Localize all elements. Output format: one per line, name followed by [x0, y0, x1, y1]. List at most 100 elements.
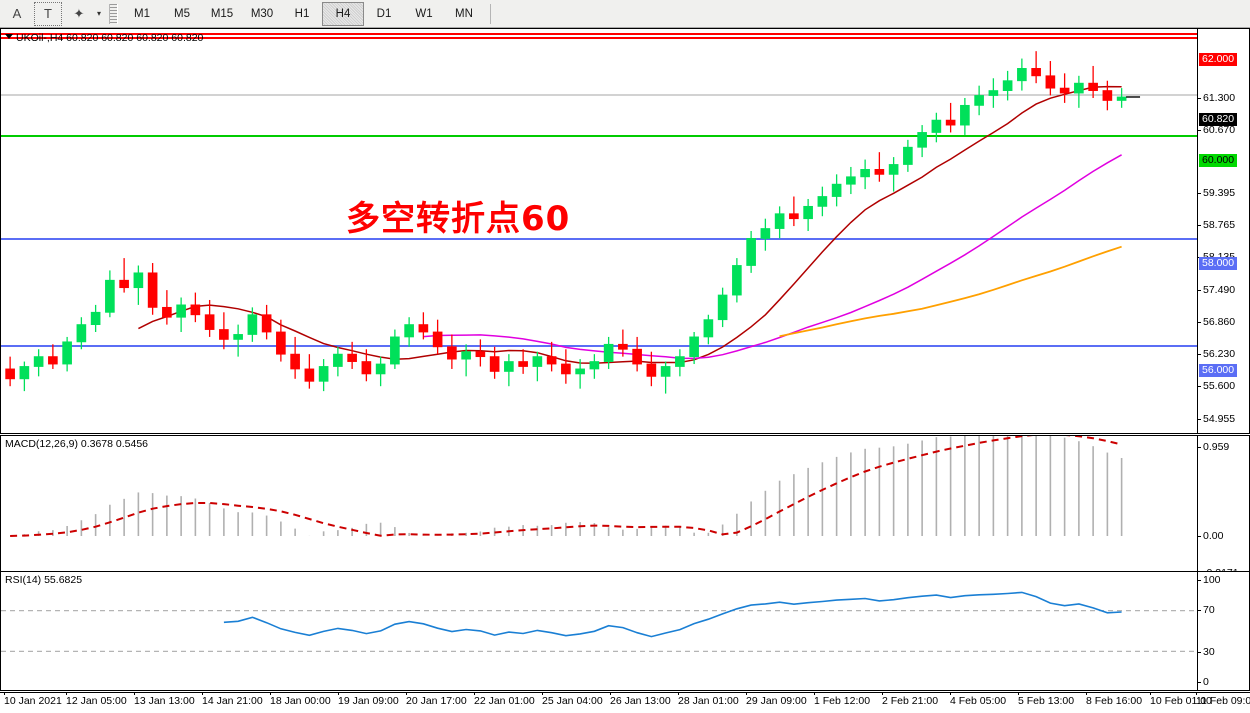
macd-panel[interactable]: MACD(12,26,9) 0.3678 0.5456 0.9590.00-0.… — [0, 435, 1250, 590]
candlestick — [333, 346, 343, 377]
candlestick — [375, 356, 386, 387]
tick-mark — [1198, 447, 1201, 448]
rsi-axis[interactable]: 100 70 30 0 — [1197, 572, 1249, 690]
timeframe-m5[interactable]: M5 — [174, 7, 190, 20]
candlestick — [290, 336, 300, 379]
time-label-text: 22 Jan 01:00 — [474, 695, 535, 707]
timeframe-h4[interactable]: H4 — [322, 1, 364, 26]
candlestick — [233, 324, 243, 357]
chevron-down-icon[interactable]: ▾ — [96, 9, 101, 18]
tick-mark — [1198, 536, 1201, 537]
candlestick — [1059, 73, 1070, 103]
candlestick — [504, 354, 514, 387]
timeframe-h1[interactable]: H1 — [294, 7, 310, 20]
tick-mark — [1018, 692, 1019, 695]
candlestick — [603, 336, 614, 369]
time-axis-label: 11 Feb 09:00 — [1196, 692, 1250, 707]
time-label-text: 12 Jan 05:00 — [66, 695, 127, 707]
candlestick — [703, 314, 714, 345]
candlestick — [261, 304, 272, 340]
time-label-text: 18 Jan 00:00 — [270, 695, 331, 707]
candlestick — [432, 319, 443, 355]
candlestick — [404, 317, 414, 347]
candlestick — [176, 297, 186, 332]
tick-mark — [1198, 419, 1201, 420]
candlestick — [646, 351, 657, 387]
time-axis-label: 1 Feb 12:00 — [814, 692, 870, 707]
text-tool-button[interactable]: A — [12, 6, 22, 21]
rsi-tick-label: 0 — [1203, 676, 1209, 688]
candlestick — [133, 265, 144, 305]
time-axis-label: 5 Feb 13:00 — [1018, 692, 1075, 707]
toolbar: A T ✦ ▾ M1 M5 M15 M30 H1 H4 D1 W1 MN — [0, 0, 1250, 28]
timeframe-m15[interactable]: M15 — [210, 7, 234, 20]
price-chart-panel[interactable]: UKOil-,H4 60.820 60.820 60.820 60.820 多空… — [0, 28, 1250, 457]
label-tool-button[interactable]: T — [34, 1, 62, 26]
rsi-line — [223, 591, 1122, 638]
price-tick-label: 54.955 — [1203, 413, 1236, 425]
candlestick — [988, 78, 999, 108]
tick-mark — [66, 692, 67, 695]
candlestick — [5, 356, 15, 387]
rsi-tick-label: 30 — [1203, 646, 1215, 658]
candlestick — [418, 312, 429, 340]
time-label-text: 5 Feb 13:00 — [1018, 695, 1075, 707]
time-label-text: 2 Feb 21:00 — [882, 695, 939, 707]
tick-mark — [1198, 386, 1201, 387]
rsi-plot-area[interactable] — [1, 572, 1197, 690]
time-axis-label: 4 Feb 05:00 — [950, 692, 1006, 707]
candlestick — [162, 290, 172, 325]
candlestick — [945, 102, 956, 133]
candlestick — [532, 351, 543, 382]
candlestick — [276, 319, 286, 362]
tick-mark — [406, 692, 407, 695]
time-axis-label: 10 Jan 2021 — [4, 692, 62, 707]
macd-tick-label: 0.959 — [1203, 441, 1230, 453]
tick-mark — [882, 692, 883, 695]
moving-average-mid — [423, 154, 1122, 360]
candlestick — [689, 332, 699, 365]
candlestick — [304, 354, 315, 389]
candlestick — [974, 85, 984, 116]
time-axis-label: 29 Jan 09:00 — [746, 692, 807, 707]
tick-mark — [1196, 692, 1197, 695]
timeframe-mn[interactable]: MN — [455, 7, 473, 20]
candlestick — [119, 258, 129, 293]
candlestick — [589, 354, 600, 379]
time-axis-label: 26 Jan 13:00 — [610, 692, 671, 707]
tick-mark — [1150, 692, 1151, 695]
candlestick — [62, 336, 72, 372]
candlestick — [390, 329, 400, 369]
price-tick-label: 55.600 — [1203, 380, 1236, 392]
time-axis-label: 25 Jan 04:00 — [542, 692, 603, 707]
shapes-tool-button[interactable]: ✦ — [73, 5, 85, 21]
candlestick — [1002, 70, 1013, 101]
candlestick — [105, 270, 115, 318]
tick-mark — [1198, 130, 1201, 131]
timeframe-m1[interactable]: M1 — [134, 7, 150, 20]
tick-mark — [542, 692, 543, 695]
moving-average-slow — [779, 245, 1122, 338]
macd-plot-area[interactable] — [1, 436, 1197, 589]
price-tick-label: 61.300 — [1203, 92, 1236, 104]
tick-mark — [1198, 322, 1201, 323]
price-tick-label: 56.230 — [1203, 348, 1236, 360]
rsi-panel[interactable]: RSI(14) 55.6825 100 70 30 0 — [0, 571, 1250, 691]
timeframe-m30[interactable]: M30 — [250, 7, 274, 20]
time-axis[interactable]: 10 Jan 2021 12 Jan 05:00 13 Jan 13:00 14 Ja… — [0, 692, 1250, 713]
candlestick — [219, 312, 229, 350]
tick-mark — [746, 692, 747, 695]
collapse-triangle-icon[interactable] — [5, 34, 13, 39]
time-axis-label: 20 Jan 17:00 — [406, 692, 467, 707]
price-axis[interactable]: 61.30060.67059.39558.76558.13557.49056.8… — [1197, 29, 1249, 457]
candlestick — [888, 157, 899, 192]
timeframe-w1[interactable]: W1 — [415, 7, 433, 20]
price-plot-area[interactable] — [1, 29, 1197, 433]
price-tick-label: 56.860 — [1203, 316, 1236, 328]
tick-mark — [134, 692, 135, 695]
tick-mark — [4, 692, 5, 695]
candlestick — [917, 125, 927, 158]
timeframe-d1[interactable]: D1 — [376, 7, 392, 20]
candlestick — [618, 329, 628, 357]
